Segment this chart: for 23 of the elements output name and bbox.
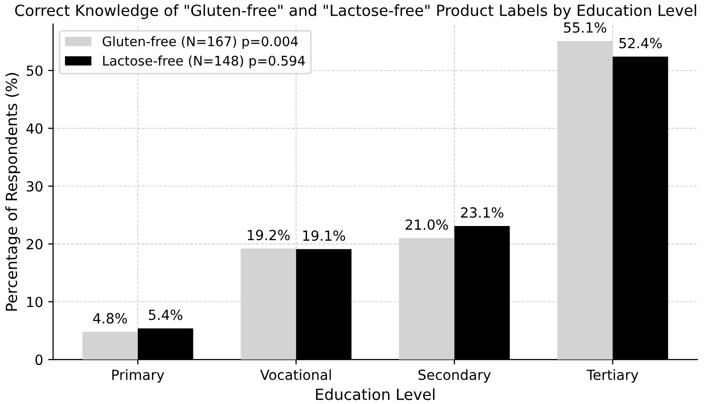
legend-label: Lactose-free (N=148) p=0.594 xyxy=(103,55,305,68)
data-label: 23.1% xyxy=(461,207,504,218)
data-label: 52.4% xyxy=(619,38,662,48)
y-tick-label: 50 xyxy=(26,65,42,76)
legend-label: Gluten-free (N=167) p=0.004 xyxy=(102,36,298,49)
y-tick-label: 20 xyxy=(26,238,42,250)
y-tick-label: 30 xyxy=(26,181,42,192)
chart-title: Correct Knowledge of "Gluten-free" and "Lactose-free" Product Labels by Education Level xyxy=(15,4,696,20)
data-label: 5.4% xyxy=(148,310,182,320)
x-tick-label: Primary xyxy=(112,369,164,383)
data-label: 55.1% xyxy=(564,22,606,33)
y-tick-label: 0 xyxy=(35,354,42,366)
y-axis-title: Percentage of Respondents (%) xyxy=(5,73,20,311)
x-tick-label: Tertiary xyxy=(586,369,638,383)
y-tick-label: 10 xyxy=(27,296,42,308)
data-label: 4.8% xyxy=(93,313,127,324)
x-tick-label: Secondary xyxy=(418,369,491,383)
data-label: 21.0% xyxy=(406,219,448,230)
x-axis-title: Education Level xyxy=(316,388,434,400)
y-tick-label: 40 xyxy=(26,123,42,134)
x-tick-label: Vocational xyxy=(260,369,331,380)
data-label: 19.2% xyxy=(248,230,290,240)
data-label: 19.1% xyxy=(303,230,346,241)
